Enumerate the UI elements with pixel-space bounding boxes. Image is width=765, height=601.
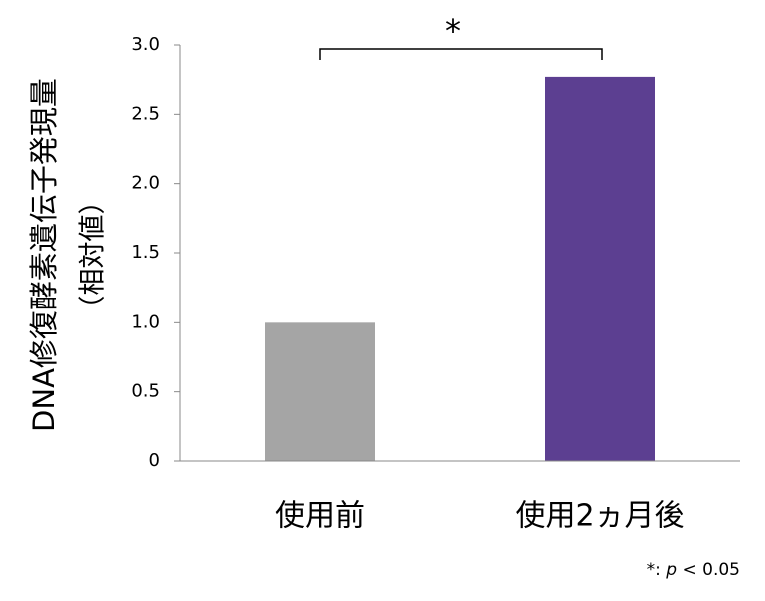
footnote: *: p < 0.05 [647,560,740,580]
footnote-symbol: *: [647,560,661,580]
y-tick-label: 1.5 [131,242,160,263]
significance-bracket [319,48,603,60]
bar [545,76,655,461]
x-tick-label: 使用前 [275,499,365,534]
y-axis-title: DNA修復酵素遺伝子発現量 [27,78,61,432]
x-tick-label: 使用2ヵ月後 [515,499,684,534]
y-tick-label: 1.0 [131,311,160,332]
y-tick-label: 0 [149,450,160,471]
y-tick-label: 3.0 [131,34,160,55]
significance-marker: * [445,12,461,50]
y-tick-label: 2.5 [131,103,160,124]
footnote-threshold: < 0.05 [683,560,741,580]
y-tick-label: 0.5 [131,381,160,402]
bar [265,322,375,461]
footnote-p: p [665,560,677,580]
y-tick-label: 2.0 [131,173,160,194]
y-axis-subtitle: （相対値） [78,188,109,323]
